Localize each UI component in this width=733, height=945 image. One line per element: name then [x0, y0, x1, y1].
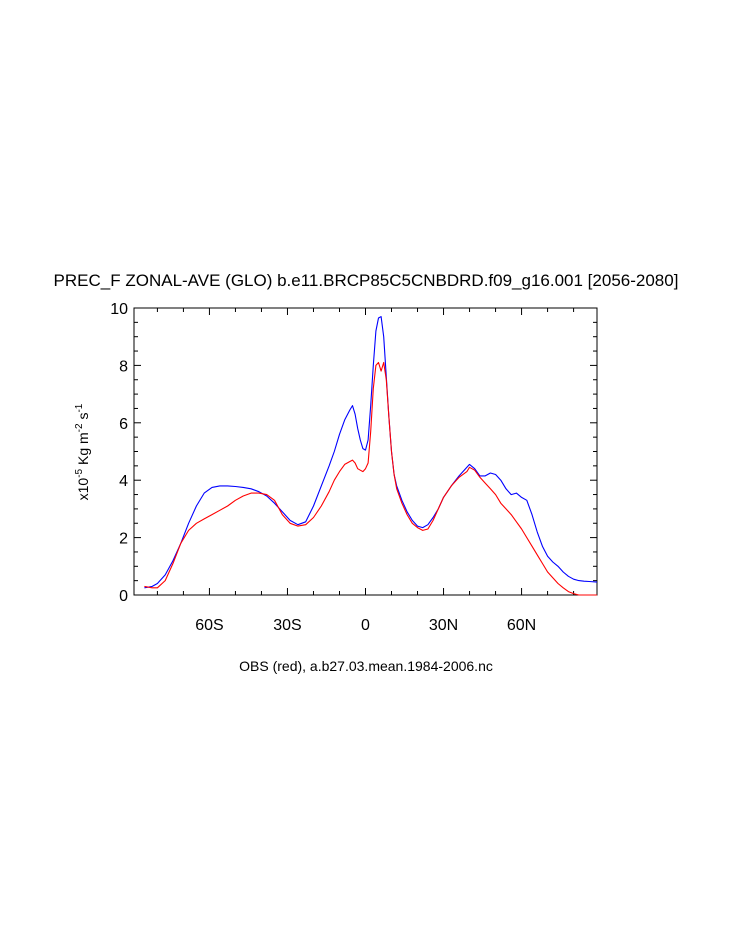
plot-frame — [133, 307, 598, 596]
xtick-label: 30S — [273, 617, 301, 634]
axis-ticks — [134, 307, 597, 596]
series-layer — [144, 316, 598, 596]
y-tick-labels: 0 2 4 6 8 10 — [110, 301, 128, 605]
ytick-label: 0 — [119, 588, 128, 605]
ytick-label: 2 — [119, 531, 128, 548]
ytick-label: 8 — [119, 358, 128, 375]
ytick-label: 6 — [119, 416, 128, 433]
y-axis-label: x10-5 Kg m-2 s-1 — [74, 403, 91, 500]
series-line-1 — [144, 361, 597, 596]
xtick-label: 60N — [507, 617, 536, 634]
chart-caption: OBS (red), a.b27.03.mean.1984-2006.nc — [239, 658, 493, 674]
ytick-label: 4 — [119, 473, 128, 490]
chart-title: PREC_F ZONAL-AVE (GLO) b.e11.BRCP85C5CNB… — [54, 271, 679, 290]
series-line-0 — [144, 316, 598, 589]
xtick-label: 30N — [429, 617, 458, 634]
xtick-label: 0 — [361, 617, 370, 634]
xtick-label: 60S — [195, 617, 223, 634]
x-tick-labels: 60S 30S 0 30N 60N — [195, 617, 536, 634]
ytick-label: 10 — [110, 301, 128, 318]
